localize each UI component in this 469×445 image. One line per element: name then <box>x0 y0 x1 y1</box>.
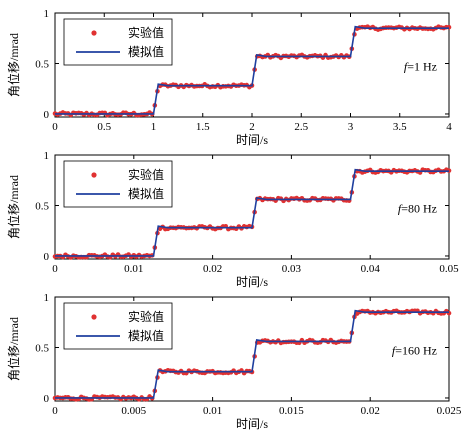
x-tick-label: 0.005 <box>121 405 146 417</box>
y-tick-label: 0.5 <box>35 342 49 354</box>
y-tick-label: 0.5 <box>35 200 49 212</box>
x-tick-label: 0.015 <box>279 405 304 417</box>
x-tick-label: 0.03 <box>282 263 302 275</box>
x-tick-label: 0.01 <box>124 263 143 275</box>
chart-panel-bottom: 0 0.005 0.01 0.015 0.02 0.025 0 0.5 1 时间/s 角位移/mra… <box>6 292 462 431</box>
legend-box <box>63 160 173 208</box>
x-tick-label: 1 <box>151 121 157 133</box>
legend-label-experiment: 实验值 <box>128 167 164 182</box>
x-tick-label: 0.5 <box>97 121 111 133</box>
chart-panel-top: 0 0.5 1 1.5 2 2.5 3 3.5 4 0 0.5 1 时间/s 角位移/mrad 实验值模拟值… <box>6 8 452 147</box>
axes-box <box>54 296 450 402</box>
x-tick-label: 0 <box>52 405 58 417</box>
simulation-line <box>55 168 449 257</box>
y-tick-label: 1 <box>44 8 50 20</box>
frequency-annotation: f=80 Hz <box>398 202 437 216</box>
axes-box <box>54 154 450 260</box>
frequency-annotation: f=1 Hz <box>404 60 437 74</box>
x-tick-label: 3.5 <box>393 121 407 133</box>
x-tick-label: 1.5 <box>196 121 210 133</box>
y-tick-label: 0.5 <box>35 58 49 70</box>
x-tick-label: 0.02 <box>203 263 222 275</box>
legend-marker-experiment <box>91 172 97 178</box>
x-tick-label: 4 <box>446 121 452 133</box>
y-tick-label: 0 <box>44 393 50 405</box>
y-axis-label: 角位移/mrad <box>6 33 21 97</box>
x-tick-label: 0.025 <box>437 405 462 417</box>
chart-panel-middle: 0 0.01 0.02 0.03 0.04 0.05 0 0.5 1 时间/s 角位移/mrad 实验… <box>6 150 459 289</box>
x-tick-label: 2.5 <box>294 121 308 133</box>
legend-box <box>63 18 173 66</box>
legend-label-experiment: 实验值 <box>128 309 164 324</box>
legend-box <box>63 302 173 350</box>
y-axis-label: 角位移/mrad <box>6 175 21 239</box>
legend-label-simulation: 模拟值 <box>128 186 164 201</box>
x-tick-label: 0 <box>52 263 58 275</box>
legend-marker-experiment <box>91 30 97 36</box>
x-tick-label: 0.05 <box>439 263 459 275</box>
x-tick-label: 2 <box>249 121 255 133</box>
y-axis-label: 角位移/mrad <box>6 317 21 381</box>
legend-label-simulation: 模拟值 <box>128 44 164 59</box>
y-tick-label: 1 <box>44 292 50 304</box>
legend-label-experiment: 实验值 <box>128 25 164 40</box>
x-tick-label: 0 <box>52 121 58 133</box>
x-axis-label: 时间/s <box>236 133 268 147</box>
y-tick-label: 0 <box>44 251 50 263</box>
x-tick-label: 0.04 <box>361 263 381 275</box>
x-axis-label: 时间/s <box>236 417 268 431</box>
x-tick-label: 0.02 <box>361 405 380 417</box>
frequency-annotation: f=160 Hz <box>392 344 437 358</box>
legend-marker-experiment <box>91 314 97 320</box>
x-tick-label: 0.01 <box>203 405 222 417</box>
x-tick-label: 3 <box>348 121 354 133</box>
y-tick-label: 0 <box>44 109 50 121</box>
legend-label-simulation: 模拟值 <box>128 328 164 343</box>
y-tick-label: 1 <box>44 150 50 162</box>
x-axis-label: 时间/s <box>236 275 268 289</box>
simulation-line <box>55 309 449 399</box>
simulation-line <box>55 25 449 115</box>
